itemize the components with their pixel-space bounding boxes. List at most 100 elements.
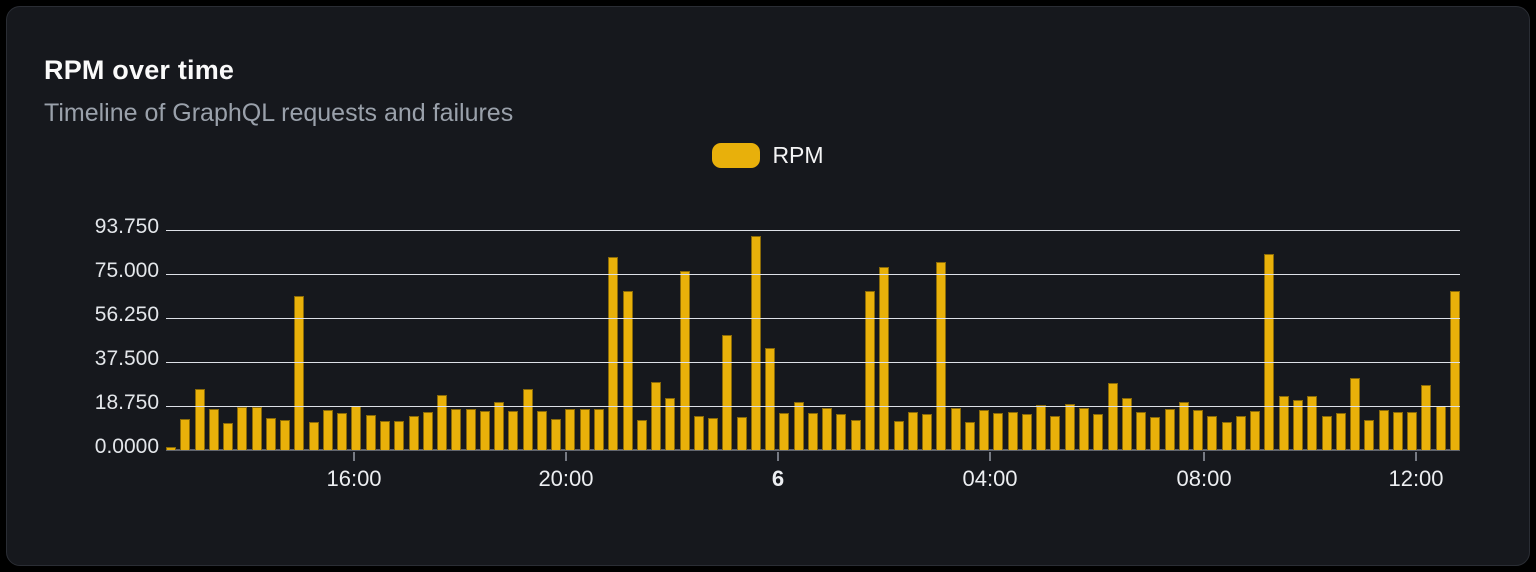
bar[interactable] (1193, 410, 1204, 450)
bar[interactable] (208, 409, 219, 450)
bar[interactable] (1407, 411, 1418, 450)
bar[interactable] (294, 295, 305, 450)
bar[interactable] (494, 402, 505, 450)
bar[interactable] (693, 415, 704, 450)
bar[interactable] (1364, 419, 1375, 450)
bar[interactable] (422, 411, 433, 450)
bar[interactable] (593, 408, 604, 450)
bar[interactable] (465, 408, 476, 450)
bar[interactable] (665, 398, 676, 450)
bar[interactable] (1321, 415, 1332, 450)
bar[interactable] (736, 416, 747, 450)
bar[interactable] (779, 412, 790, 450)
bar[interactable] (1350, 378, 1361, 450)
bar[interactable] (408, 416, 419, 450)
bar[interactable] (379, 421, 390, 450)
bar[interactable] (308, 421, 319, 450)
bar[interactable] (1064, 403, 1075, 450)
bar[interactable] (194, 389, 205, 450)
bar[interactable] (1392, 411, 1403, 450)
bar[interactable] (1292, 400, 1303, 450)
bar[interactable] (836, 413, 847, 450)
bar[interactable] (251, 407, 262, 450)
bar[interactable] (622, 291, 633, 450)
bar[interactable] (793, 401, 804, 450)
x-axis-tickmark (777, 452, 780, 461)
bar[interactable] (750, 235, 761, 450)
bar[interactable] (1335, 412, 1346, 450)
bar[interactable] (522, 388, 533, 450)
bar[interactable] (993, 413, 1004, 450)
bar[interactable] (180, 419, 191, 450)
bar[interactable] (765, 348, 776, 450)
bar[interactable] (922, 413, 933, 450)
bar[interactable] (508, 411, 519, 450)
bar[interactable] (322, 409, 333, 450)
bar[interactable] (1307, 396, 1318, 450)
bar[interactable] (1164, 409, 1175, 450)
bar[interactable] (950, 408, 961, 450)
bar[interactable] (907, 411, 918, 450)
bar[interactable] (1278, 396, 1289, 450)
legend-swatch-rpm[interactable] (712, 143, 761, 168)
bar[interactable] (237, 407, 248, 450)
bar[interactable] (722, 335, 733, 450)
bar[interactable] (351, 406, 362, 450)
bar[interactable] (1221, 421, 1232, 450)
bar[interactable] (651, 382, 662, 450)
bar[interactable] (807, 412, 818, 450)
gridline (166, 318, 1460, 319)
bar[interactable] (166, 447, 176, 450)
bar[interactable] (964, 421, 975, 450)
bar[interactable] (979, 409, 990, 450)
bar[interactable] (865, 291, 876, 450)
bar[interactable] (1421, 384, 1432, 450)
bar[interactable] (223, 423, 234, 450)
x-axis-tickmark (989, 452, 992, 461)
bar[interactable] (1235, 415, 1246, 450)
bar[interactable] (636, 420, 647, 450)
bar[interactable] (936, 262, 947, 450)
bar[interactable] (708, 417, 719, 450)
bar[interactable] (565, 408, 576, 450)
x-axis-tickmark (564, 452, 567, 461)
bar[interactable] (265, 417, 276, 450)
x-axis-tick-label: 12:00 (1388, 466, 1444, 491)
bar[interactable] (1079, 407, 1089, 450)
bar[interactable] (536, 411, 547, 450)
bar[interactable] (1378, 410, 1389, 450)
bar[interactable] (394, 420, 405, 450)
bar[interactable] (879, 267, 890, 450)
bar[interactable] (1250, 410, 1261, 450)
bar[interactable] (850, 419, 861, 450)
bar[interactable] (1121, 398, 1132, 450)
bar[interactable] (1178, 401, 1189, 450)
bar[interactable] (1150, 417, 1161, 450)
bar[interactable] (1093, 413, 1104, 450)
bar[interactable] (437, 395, 448, 450)
bar[interactable] (1036, 405, 1047, 450)
bar[interactable] (1107, 382, 1118, 450)
bar[interactable] (365, 414, 376, 450)
bar[interactable] (280, 420, 291, 450)
bar[interactable] (608, 256, 619, 450)
legend-label-rpm[interactable]: RPM (772, 142, 824, 168)
y-axis-tick-label: 75.000 (94, 259, 159, 282)
bar[interactable] (1435, 406, 1446, 450)
bar[interactable] (1050, 415, 1061, 450)
bar[interactable] (451, 409, 462, 450)
bar[interactable] (479, 411, 490, 450)
bar[interactable] (1136, 411, 1147, 450)
bar[interactable] (1207, 416, 1218, 450)
bar[interactable] (551, 418, 562, 450)
bar[interactable] (337, 412, 348, 450)
bar[interactable] (679, 270, 690, 450)
bar[interactable] (822, 407, 833, 450)
x-axis-tickmark (353, 452, 356, 461)
bar[interactable] (893, 420, 904, 450)
bar[interactable] (1007, 411, 1018, 450)
bar[interactable] (1264, 254, 1275, 450)
bar[interactable] (1021, 413, 1032, 450)
bar[interactable] (579, 408, 590, 450)
bar[interactable] (1449, 290, 1460, 450)
